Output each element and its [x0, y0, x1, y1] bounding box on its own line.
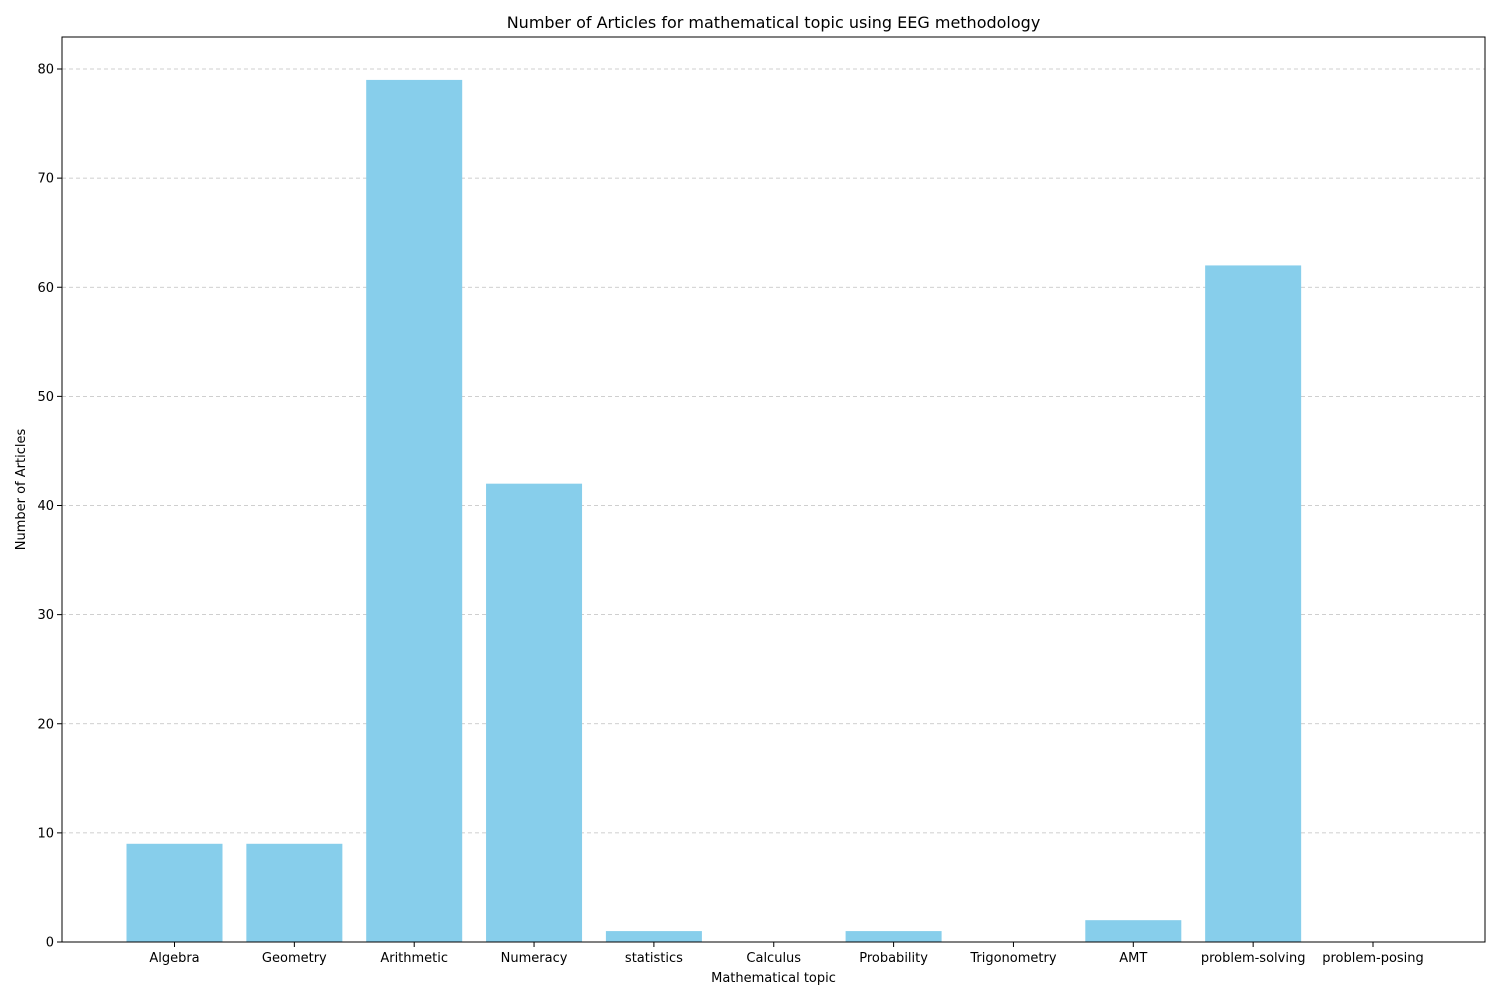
- x-tick-label: problem-solving: [1201, 951, 1306, 966]
- y-tick-label: 30: [37, 608, 54, 623]
- x-axis-ticks: Algebra Geometry Arithmetic Numeracy statist…: [149, 942, 1424, 966]
- x-tick-label: Numeracy: [501, 951, 568, 966]
- y-axis-label: Number of Articles: [14, 429, 29, 551]
- x-axis-label: Mathematical topic: [711, 971, 836, 986]
- bar-arithmetic: [366, 79, 463, 943]
- x-tick-label: problem-posing: [1322, 951, 1424, 966]
- y-tick-label: 70: [37, 172, 54, 187]
- x-tick-label: Algebra: [149, 951, 199, 966]
- bar-problem-solving: [1205, 265, 1302, 942]
- y-tick-label: 50: [37, 390, 54, 405]
- y-tick-label: 10: [37, 826, 54, 841]
- x-tick-label: Probability: [859, 951, 928, 966]
- x-tick-label: AMT: [1119, 951, 1147, 966]
- x-tick-label: statistics: [625, 951, 683, 966]
- bar-numeracy: [486, 483, 583, 942]
- y-tick-label: 0: [46, 936, 54, 951]
- x-tick-label: Arithmetic: [380, 951, 448, 966]
- x-tick-label: Calculus: [746, 951, 801, 966]
- x-tick-label: Geometry: [262, 951, 327, 966]
- y-tick-label: 80: [37, 63, 54, 78]
- y-axis-ticks: 0 10 20 30 40 50 60 70 80: [37, 63, 62, 951]
- chart-title: Number of Articles for mathematical topi…: [507, 13, 1041, 32]
- y-tick-label: 20: [37, 717, 54, 732]
- bar-probability: [845, 931, 942, 942]
- x-tick-label: Trigonometry: [969, 951, 1056, 966]
- bar-geometry: [246, 843, 343, 942]
- bar-algebra: [126, 843, 223, 942]
- y-tick-label: 40: [37, 499, 54, 514]
- bars: [126, 79, 1302, 943]
- bar-amt: [1085, 920, 1182, 942]
- y-tick-label: 60: [37, 281, 54, 296]
- bar-statistics: [605, 931, 702, 942]
